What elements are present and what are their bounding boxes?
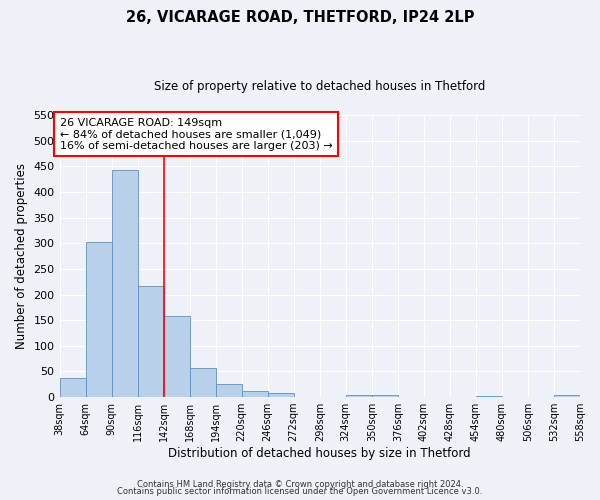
Bar xyxy=(554,394,580,397)
Bar xyxy=(372,394,398,397)
Bar xyxy=(59,378,86,397)
Bar xyxy=(346,394,372,397)
Text: 26 VICARAGE ROAD: 149sqm
← 84% of detached houses are smaller (1,049)
16% of sem: 26 VICARAGE ROAD: 149sqm ← 84% of detach… xyxy=(59,118,332,151)
Bar xyxy=(137,286,164,397)
Bar xyxy=(215,384,242,397)
Y-axis label: Number of detached properties: Number of detached properties xyxy=(15,163,28,349)
Bar xyxy=(476,396,502,397)
Title: Size of property relative to detached houses in Thetford: Size of property relative to detached ho… xyxy=(154,80,485,93)
Bar xyxy=(164,316,190,397)
Text: Contains HM Land Registry data © Crown copyright and database right 2024.: Contains HM Land Registry data © Crown c… xyxy=(137,480,463,489)
Text: Contains public sector information licensed under the Open Government Licence v3: Contains public sector information licen… xyxy=(118,487,482,496)
Bar xyxy=(112,170,137,397)
X-axis label: Distribution of detached houses by size in Thetford: Distribution of detached houses by size … xyxy=(169,447,471,460)
Bar xyxy=(190,368,215,397)
Bar xyxy=(86,242,112,397)
Text: 26, VICARAGE ROAD, THETFORD, IP24 2LP: 26, VICARAGE ROAD, THETFORD, IP24 2LP xyxy=(126,10,474,25)
Bar xyxy=(242,392,268,397)
Bar xyxy=(268,394,294,397)
